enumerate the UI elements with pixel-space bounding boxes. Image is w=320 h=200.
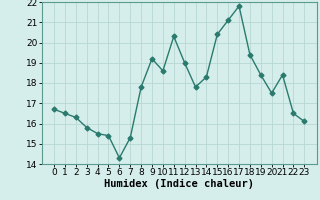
X-axis label: Humidex (Indice chaleur): Humidex (Indice chaleur) [104,179,254,189]
